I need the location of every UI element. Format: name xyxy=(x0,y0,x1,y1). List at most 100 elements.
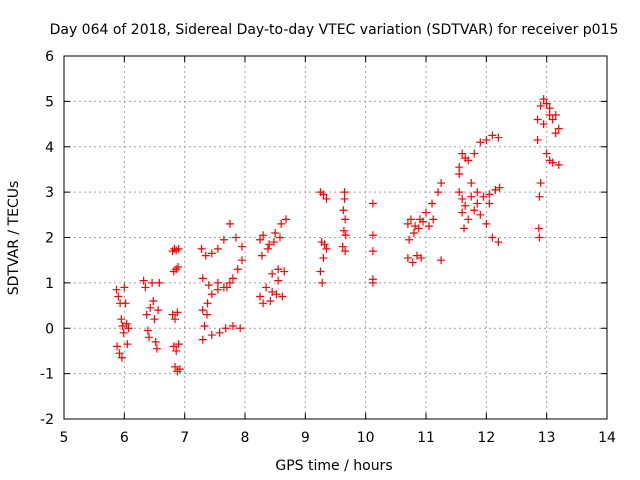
data-point xyxy=(263,244,272,253)
data-point xyxy=(274,265,283,274)
y-tick-label: 0 xyxy=(45,321,54,337)
y-tick-label: 1 xyxy=(45,276,54,292)
data-point xyxy=(482,135,491,144)
data-point xyxy=(152,344,161,353)
data-point xyxy=(237,242,246,251)
data-point xyxy=(268,269,277,278)
data-point xyxy=(494,133,503,142)
data-point xyxy=(119,328,128,337)
data-point xyxy=(115,349,124,358)
data-point xyxy=(551,110,560,119)
data-point xyxy=(146,303,155,312)
data-point xyxy=(417,253,426,262)
y-tick-label: -1 xyxy=(40,367,54,383)
data-point xyxy=(145,333,154,342)
data-point xyxy=(200,321,209,330)
data-point xyxy=(403,253,412,262)
data-point xyxy=(266,297,275,306)
data-point xyxy=(437,179,446,188)
data-point xyxy=(425,222,434,231)
data-point xyxy=(272,290,281,299)
data-point xyxy=(534,224,543,233)
data-point xyxy=(256,235,265,244)
data-point xyxy=(149,297,158,306)
data-point xyxy=(368,231,377,240)
data-point xyxy=(418,217,427,226)
data-point xyxy=(455,163,464,172)
data-point xyxy=(202,310,211,319)
data-point xyxy=(322,244,331,253)
data-point xyxy=(150,315,159,324)
data-point xyxy=(114,292,123,301)
data-point xyxy=(228,321,237,330)
data-point xyxy=(479,192,488,201)
data-point xyxy=(120,283,129,292)
data-point xyxy=(113,342,122,351)
data-point xyxy=(368,278,377,287)
data-point xyxy=(256,292,265,301)
data-point xyxy=(533,135,542,144)
data-point xyxy=(341,231,350,240)
data-point xyxy=(476,210,485,219)
data-point xyxy=(262,283,271,292)
data-point xyxy=(259,299,268,308)
data-point xyxy=(482,219,491,228)
data-point xyxy=(536,179,545,188)
data-point xyxy=(215,328,224,337)
data-point xyxy=(197,244,206,253)
data-point xyxy=(121,299,130,308)
data-point xyxy=(403,219,412,228)
data-point xyxy=(269,238,278,247)
x-tick-label: 7 xyxy=(180,430,189,446)
data-point xyxy=(148,278,157,287)
y-axis-label: SDTVAR / TECUs xyxy=(6,181,22,296)
data-point xyxy=(142,310,151,319)
data-point xyxy=(485,190,494,199)
data-point xyxy=(340,194,349,203)
data-point xyxy=(341,247,350,256)
data-point xyxy=(139,276,148,285)
data-point xyxy=(278,292,287,301)
data-point xyxy=(219,283,228,292)
data-point xyxy=(319,253,328,262)
data-point xyxy=(470,149,479,158)
data-point xyxy=(201,251,210,260)
data-point xyxy=(340,188,349,197)
data-point xyxy=(141,283,150,292)
data-point xyxy=(207,249,216,258)
data-point xyxy=(533,115,542,124)
data-point xyxy=(461,201,470,210)
data-point xyxy=(539,95,548,104)
data-point xyxy=(437,256,446,265)
data-point xyxy=(318,278,327,287)
data-point xyxy=(174,244,183,253)
y-tick-label: 3 xyxy=(45,185,54,201)
data-point xyxy=(458,149,467,158)
data-point xyxy=(473,188,482,197)
data-point xyxy=(172,346,181,355)
data-point xyxy=(213,278,222,287)
x-tick-label: 12 xyxy=(477,430,495,446)
data-point xyxy=(458,194,467,203)
data-point xyxy=(539,120,548,129)
data-point xyxy=(536,101,545,110)
data-point xyxy=(368,247,377,256)
data-point xyxy=(320,240,329,249)
data-point xyxy=(271,228,280,237)
grid-lines xyxy=(64,56,607,419)
data-point xyxy=(406,215,415,224)
data-point xyxy=(473,199,482,208)
data-point xyxy=(488,233,497,242)
data-point xyxy=(171,315,180,324)
x-tick-label: 13 xyxy=(538,430,556,446)
data-point xyxy=(265,240,274,249)
data-point xyxy=(405,235,414,244)
y-tick-label: 6 xyxy=(45,49,54,65)
data-point xyxy=(485,199,494,208)
data-point xyxy=(213,285,222,294)
data-point xyxy=(551,129,560,138)
data-point xyxy=(319,190,328,199)
